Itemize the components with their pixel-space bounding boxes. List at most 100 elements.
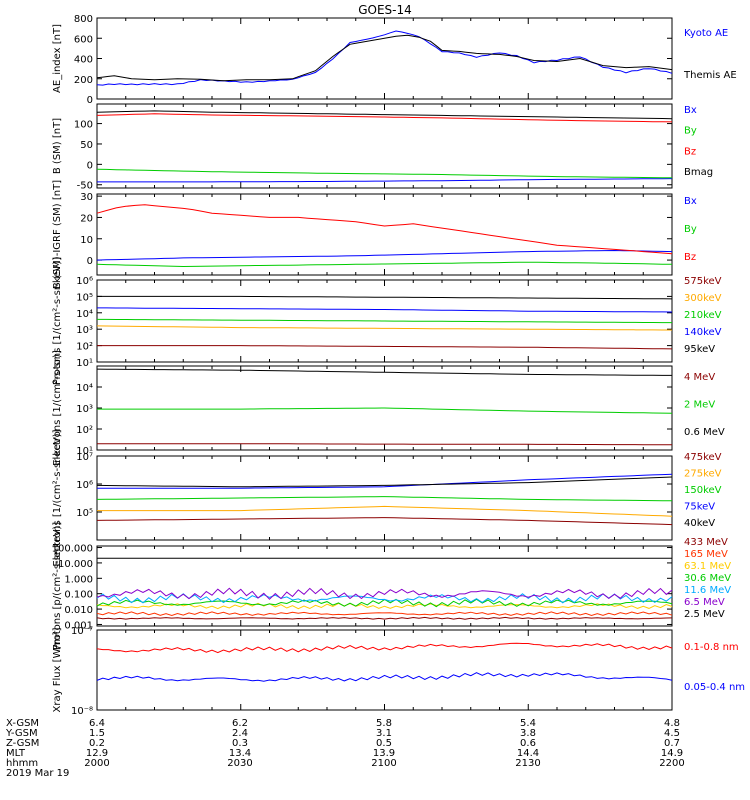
series-line-bz	[96, 204, 673, 255]
x-info-value: 0.3	[232, 738, 248, 749]
x-info-row-label: hhmm	[6, 758, 38, 769]
y-tick-label: 100.000	[52, 544, 93, 555]
legend-entry: 75keV	[684, 502, 715, 513]
y-tick-label: 50	[80, 140, 93, 151]
series-line-165-mev	[96, 611, 673, 617]
series-line-2-mev	[97, 407, 673, 414]
series-line-95kev	[97, 295, 673, 300]
legend-entry: 0.05-0.4 nm	[684, 682, 745, 693]
y-tick-label: 0.100	[64, 590, 93, 601]
legend-entry: By	[684, 224, 697, 235]
y-tick-label: 10⁶	[76, 276, 93, 287]
series-line-210kev	[97, 318, 672, 324]
y-axis-label: Electrons [1/(cm²-s-sr)]	[52, 350, 63, 466]
y-tick-label: 10⁴	[76, 309, 93, 320]
panel-protons_mev: 0.001 0.010 0.100 1.000 10.000 100.000Protons…	[52, 522, 732, 650]
series-line-6-5-mev	[96, 587, 673, 600]
series-line-bx	[96, 249, 673, 261]
y-tick-label: 0.010	[64, 605, 93, 616]
y-tick-label: 10²	[76, 342, 93, 353]
y-tick-label: 10⁻⁸	[71, 706, 93, 717]
y-axis-label: Xray Flux [W/m²]	[52, 627, 63, 712]
legend-entry: 150keV	[684, 485, 722, 496]
y-tick-label: 10¹	[76, 446, 93, 457]
series-line-0-6-mev	[96, 368, 672, 376]
y-tick-label: 10.000	[58, 559, 93, 570]
panel-frame	[96, 629, 673, 711]
legend-entry: 300keV	[684, 293, 722, 304]
series-line-bmag	[96, 110, 673, 120]
series-line-by	[96, 168, 673, 179]
x-info-value: 1.5	[89, 728, 105, 739]
x-info-value: 13.4	[229, 748, 251, 759]
series-line-themis-ae	[96, 34, 673, 82]
series-line-kyoto-ae	[96, 30, 673, 86]
series-line-40kev	[96, 476, 673, 488]
series-line-0-1-0-8-nm	[96, 642, 673, 654]
legend-entry: 40keV	[684, 518, 715, 529]
y-tick-label: 200	[74, 75, 93, 86]
x-info-value: 2130	[515, 758, 540, 769]
legend-entry: 2.5 MeV	[684, 609, 725, 620]
legend-entry: 0.6 MeV	[684, 427, 725, 438]
series-line-63-1-mev	[96, 602, 673, 610]
series-line-575kev	[97, 345, 673, 350]
x-info-value: 2200	[659, 758, 684, 769]
series-line-4-mev	[97, 443, 673, 446]
y-tick-label: 10⁷	[76, 452, 93, 463]
series-line-300kev	[96, 325, 672, 331]
x-info-value: 6.2	[232, 718, 248, 729]
y-tick-label: 20	[80, 213, 93, 224]
x-info-value: 0.5	[376, 738, 392, 749]
series-line-433-mev	[96, 616, 673, 620]
date-label: 2019 Mar 19	[6, 768, 69, 779]
y-tick-label: 1.000	[64, 574, 93, 585]
x-info-value: 14.4	[517, 748, 539, 759]
y-tick-label: 600	[74, 34, 93, 45]
x-info-row-label: Y-GSM	[5, 728, 38, 739]
legend-entry: 475keV	[684, 452, 722, 463]
y-tick-label: 10	[80, 235, 93, 246]
legend-entry: 140keV	[684, 327, 722, 338]
series-line-by	[96, 261, 673, 268]
chart-title: GOES-14	[358, 3, 412, 17]
series-line-475kev	[96, 517, 673, 526]
y-tick-label: 0	[87, 256, 93, 267]
x-info-value: 0.6	[520, 738, 536, 749]
panel-frame	[96, 455, 673, 541]
panel-electrons_mev: 10¹ 10² 10³ 10⁴ Electrons [1/(cm²-s-sr)] 4 Me…	[52, 350, 725, 466]
y-tick-label: 10³	[76, 325, 93, 336]
legend-entry: 6.5 MeV	[684, 597, 725, 608]
legend-entry: 11.6 MeV	[684, 585, 731, 596]
panel-protons: 10¹ 10² 10³ 10⁴ 10⁵ 10⁶ Protons [1/(cm²-s-sr-k…	[52, 257, 722, 385]
legend-entry: 95keV	[684, 344, 715, 355]
legend-entry: 2 MeV	[684, 400, 715, 411]
x-info-value: 3.8	[520, 728, 536, 739]
y-tick-label: 0.001	[64, 620, 93, 631]
legend-entry: 433 MeV	[684, 537, 728, 548]
x-info-value: 12.9	[86, 748, 108, 759]
y-axis-label: Protons [1/(cm²-s-sr-keV)]	[52, 257, 63, 385]
series-line-bx	[97, 178, 673, 183]
y-tick-label: 800	[74, 14, 93, 25]
legend-entry: Bmag	[684, 167, 713, 178]
y-tick-label: 10⁵	[76, 292, 93, 303]
x-info-row-label: X-GSM	[6, 718, 39, 729]
series-line-0-05-0-4-nm	[96, 672, 673, 682]
series-line-11-6-mev	[96, 593, 673, 604]
y-tick-label: -50	[77, 181, 93, 192]
legend-entry: Bx	[684, 196, 697, 207]
y-tick-label: 10⁶	[76, 480, 93, 491]
series-line-275kev	[97, 505, 673, 517]
panel-xray: 10⁻⁸ 10⁻⁷ Xray Flux [W/m²] 0.1-0.8 nm 0.05-0…	[52, 626, 745, 717]
y-tick-label: 0	[87, 95, 93, 106]
panel-bigrf: 0 10 20 30 B (SM)-IGRF (SM) [nT] Bx By Bz	[52, 180, 697, 289]
legend-entry: Themis AE	[683, 70, 737, 81]
legend-entry: Kyoto AE	[684, 28, 728, 39]
x-axis-labels: X-GSM 6.4 6.2 5.8 5.4 4.8 Y-GSM 1.5 2.4 3.1 3.8 4.5…	[5, 718, 685, 779]
x-info-value: 4.5	[664, 728, 680, 739]
legend-entry: 165 MeV	[684, 549, 728, 560]
series-line-150kev	[96, 496, 673, 502]
